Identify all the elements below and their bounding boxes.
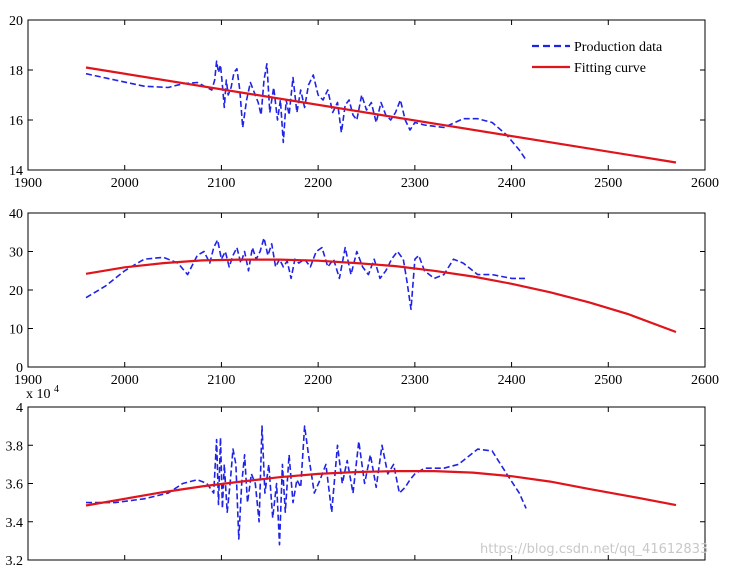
plot-frame (27, 212, 706, 368)
x-tick-label: 2500 (594, 373, 622, 388)
x-tick-label: 2200 (304, 176, 332, 191)
x-tick-label: 2300 (401, 176, 429, 191)
y-multiplier-label: x 10 4 (26, 384, 59, 402)
x-tick-label: 2200 (304, 373, 332, 388)
production-data-line (86, 425, 527, 546)
watermark-text: https://blog.csdn.net/qq_41612833 (480, 542, 708, 557)
y-tick-label: 30 (9, 246, 23, 261)
x-tick-label: 2400 (498, 176, 526, 191)
y-tick-label: 3.8 (6, 439, 24, 454)
x-tick-label: 2600 (691, 373, 719, 388)
plot-frame (27, 19, 706, 171)
y-tick-label: 40 (9, 207, 23, 222)
x-tick-label: 2300 (401, 373, 429, 388)
x-tick-label: 1900 (14, 373, 42, 388)
x-tick-label: 2400 (498, 373, 526, 388)
chart-panel-3: 3.2 3.4 3.6 3.8 4x 10 4 (6, 384, 706, 565)
y-tick-label: 3.6 (6, 478, 24, 493)
plot-frame (27, 406, 706, 561)
x-tick-label: 1900 (14, 176, 42, 191)
x-tick-label: 2600 (691, 176, 719, 191)
y-tick-label: 3.4 (6, 516, 24, 531)
legend-fit-label: Fitting curve (574, 61, 646, 76)
x-tick-label: 2500 (594, 176, 622, 191)
production-data-line (85, 237, 527, 311)
y-tick-label: 20 (9, 14, 23, 29)
fitting-curve-line (85, 258, 677, 334)
y-tick-label: 10 (9, 323, 23, 338)
y-multiplier-exponent: 4 (54, 384, 59, 395)
y-tick-label: 4 (16, 401, 23, 416)
production-data-line (85, 60, 527, 161)
fitting-curve-line (85, 66, 677, 164)
chart-legend: Production data Fitting curve (524, 30, 696, 84)
x-tick-label: 2000 (111, 373, 139, 388)
y-tick-label: 14 (9, 164, 23, 179)
chart-panel-2: 1900 2000 2100 2200 2300 2400 2500 2600 0 10 20 30 4… (9, 207, 719, 388)
legend-production-label: Production data (574, 40, 663, 55)
y-tick-label: 0 (16, 361, 23, 376)
x-tick-label: 2000 (111, 176, 139, 191)
y-tick-label: 18 (9, 64, 23, 79)
fitting-curve-line (85, 470, 677, 507)
x-tick-label: 2100 (207, 176, 235, 191)
x-tick-label: 2100 (207, 373, 235, 388)
y-tick-label: 16 (9, 114, 23, 129)
y-tick-label: 3.2 (6, 554, 24, 565)
legend-box (524, 30, 696, 84)
y-tick-label: 20 (9, 284, 23, 299)
chart-panel-1: 1900 2000 2100 2200 2300 2400 2500 2600 14 16 18 20 (9, 14, 719, 191)
